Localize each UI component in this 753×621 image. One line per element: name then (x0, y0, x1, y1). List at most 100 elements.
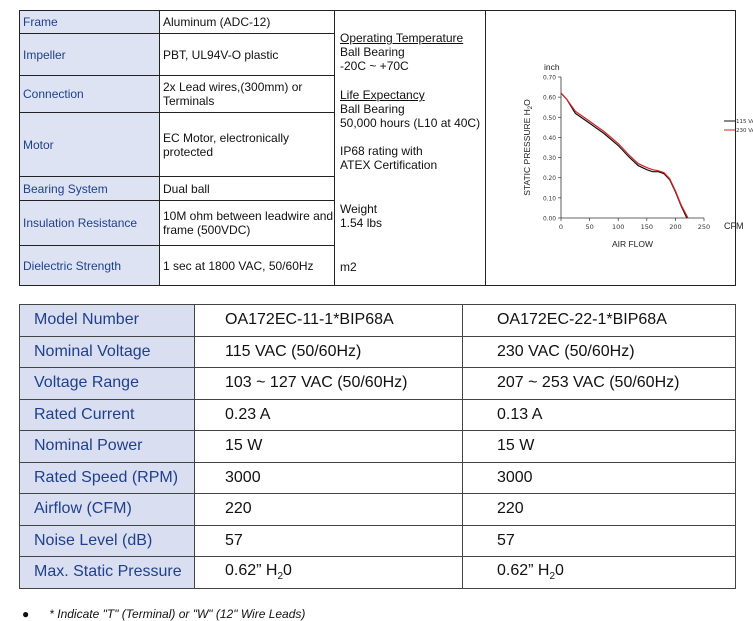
life-expectancy-line2: 50,000 hours (L10 at 40C) (340, 116, 481, 130)
row-label: Nominal Voltage (19, 335, 195, 368)
m2-label: m2 (340, 260, 357, 274)
row-value-230: 3000 (461, 461, 737, 494)
spec-row-dielectric: Dielectric Strength 1 sec at 1800 VAC, 5… (20, 246, 334, 285)
x-tick-label: 150 (641, 223, 653, 231)
environment-column: Operating Temperature Ball Bearing -20C … (334, 11, 486, 285)
model-number-label: Model Number (19, 304, 195, 337)
y-tick-label: 0.00 (543, 215, 556, 223)
row-label: Noise Level (dB) (19, 524, 195, 557)
footnote: ● * Indicate "T" (Terminal) or "W" (12" W… (22, 607, 305, 621)
row-label: Nominal Power (19, 430, 195, 463)
spec-label: Frame (20, 11, 160, 33)
chart-column: 0.00 0.10 0.20 0.30 0.40 0.50 0.60 0.70 0 50 100 15… (486, 11, 753, 285)
y-tick-label: 0.20 (543, 174, 556, 182)
operating-temperature-title: Operating Temperature (340, 31, 464, 45)
row-value-115: 220 (194, 493, 463, 526)
row-label: Rated Speed (RPM) (19, 461, 195, 494)
x-tick-label: 100 (612, 223, 624, 231)
max-static-pressure-230: 0.62” H20 (461, 556, 737, 589)
row-value-115: 115 VAC (50/60Hz) (194, 335, 463, 368)
row-value-230: 220 (461, 493, 737, 526)
operating-temperature-line1: Ball Bearing (340, 45, 405, 59)
spec-label: Motor (20, 113, 160, 176)
spec-value: Dual ball (163, 181, 210, 196)
spec-row-impeller: Impeller PBT, UL94V-O plastic (20, 34, 334, 76)
y-tick-label: 0.10 (543, 194, 556, 202)
y-tick-label: 0.50 (543, 114, 556, 122)
y-tick-label: 0.30 (543, 154, 556, 162)
series-line-1 (560, 92, 688, 219)
spec-row-insulation: Insulation Resistance 10M ohm between le… (20, 201, 334, 246)
model-number-115: OA172EC-11-1*BIP68A (194, 304, 463, 337)
spec-value: PBT, UL94V-O plastic (163, 47, 279, 62)
spec-value: 1 sec at 1800 VAC, 50/60Hz (163, 258, 314, 273)
row-value-115: 103 ~ 127 VAC (50/60Hz) (194, 367, 463, 400)
spec-label: Insulation Resistance (20, 201, 160, 245)
pressure-value: 0.62” H (225, 562, 278, 580)
model-table: Model Number OA172EC-11-1*BIP68A OA172EC… (19, 304, 737, 589)
spec-value: Aluminum (ADC-12) (163, 15, 271, 29)
row-value-115: 3000 (194, 461, 463, 494)
y-tick-label: 0.60 (543, 94, 556, 102)
x-axis-title: AIR FLOW (612, 239, 653, 249)
operating-temperature-line2: -20C ~ +70C (340, 59, 409, 73)
pressure-tail: 0 (555, 562, 564, 580)
pressure-value: 0.62” H (496, 562, 550, 580)
spec-label: Dielectric Strength (20, 246, 160, 285)
row-value-115: 0.23 A (194, 398, 463, 431)
pressure-subscript: 2 (277, 571, 284, 583)
y-tick-label: 0.40 (543, 134, 556, 142)
max-static-pressure-label: Max. Static Pressure (19, 556, 195, 589)
y-unit-label: inch (544, 62, 560, 72)
table-row: Rated Current 0.23 A 0.13 A (19, 398, 737, 431)
row-value-230: 230 VAC (50/60Hz) (461, 335, 737, 368)
pressure-airflow-chart: 0.00 0.10 0.20 0.30 0.40 0.50 0.60 0.70 0 50 100 15… (522, 62, 753, 249)
spec-row-frame: Frame Aluminum (ADC-12) (20, 11, 334, 34)
x-tick-label: 0 (559, 223, 563, 231)
table-row: Rated Speed (RPM) 3000 3000 (19, 461, 737, 494)
row-value-230: 0.13 A (461, 398, 737, 431)
spec-label: Bearing System (20, 177, 160, 200)
row-value-115: 57 (194, 524, 463, 557)
row-value-230: 57 (461, 524, 737, 557)
x-tick-label: 50 (585, 223, 593, 231)
life-expectancy-line1: Ball Bearing (340, 102, 405, 116)
ip-rating-line1: IP68 rating with (340, 144, 423, 158)
bullet-icon: ● (22, 607, 30, 621)
table-row: Max. Static Pressure 0.62” H20 0.62” H20 (19, 556, 737, 589)
life-expectancy-title: Life Expectancy (340, 88, 425, 102)
y-tick-label: 0.70 (543, 74, 556, 82)
pressure-tail: 0 (283, 562, 292, 580)
spec-label: Connection (20, 76, 160, 112)
max-static-pressure-115: 0.62” H20 (194, 556, 463, 589)
series-line-2 (560, 92, 689, 219)
spec-value: 10M ohm between leadwire and frame (500V… (163, 209, 334, 237)
x-unit-label: CFM (724, 221, 744, 231)
table-row: Airflow (CFM) 220 220 (19, 493, 737, 526)
row-value-230: 207 ~ 253 VAC (50/60Hz) (461, 367, 737, 400)
legend-label-1: 115 VAC (736, 119, 753, 125)
weight-value: 1.54 lbs (340, 216, 383, 230)
weight-label: Weight (340, 202, 378, 216)
row-label: Airflow (CFM) (19, 493, 195, 526)
table-row: Model Number OA172EC-11-1*BIP68A OA172EC… (19, 304, 737, 337)
table-row: Nominal Power 15 W 15 W (19, 430, 737, 463)
legend-label-2: 230 VAC (736, 128, 753, 134)
ip-rating-line2: ATEX Certification (340, 158, 438, 172)
row-label: Rated Current (19, 398, 195, 431)
spec-row-bearing: Bearing System Dual ball (20, 177, 334, 201)
pressure-subscript: 2 (549, 571, 556, 583)
table-row: Voltage Range 103 ~ 127 VAC (50/60Hz) 20… (19, 367, 737, 400)
spec-table: Frame Aluminum (ADC-12) Impeller PBT, UL… (19, 10, 753, 286)
x-tick-label: 200 (669, 223, 681, 231)
spec-value: 2x Lead wires,(300mm) or Terminals (163, 80, 303, 108)
spec-row-connection: Connection 2x Lead wires,(300mm) or Term… (20, 76, 334, 113)
model-number-230: OA172EC-22-1*BIP68A (461, 304, 737, 337)
table-row: Noise Level (dB) 57 57 (19, 524, 737, 557)
row-label: Voltage Range (19, 367, 195, 400)
x-tick-label: 250 (698, 223, 710, 231)
spec-value: EC Motor, electronically protected (163, 130, 290, 159)
footnote-text: * Indicate "T" (Terminal) or "W" (12" Wi… (49, 607, 306, 621)
spec-row-motor: Motor EC Motor, electronically protected (20, 113, 334, 177)
table-row: Nominal Voltage 115 VAC (50/60Hz) 230 VA… (19, 335, 737, 368)
